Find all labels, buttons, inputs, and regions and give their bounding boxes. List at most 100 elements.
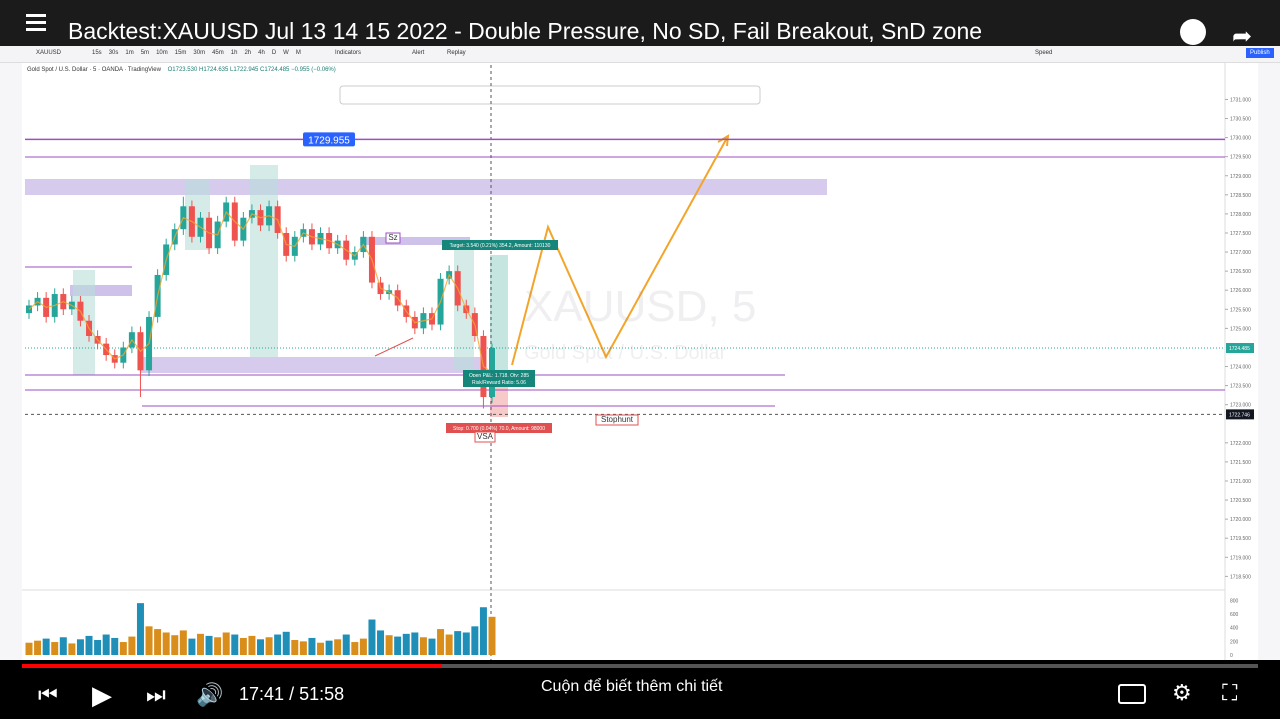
- last-price-tag: [1226, 343, 1254, 354]
- volume-bar: [454, 631, 462, 655]
- stop-label: Stop: 0.700 (0.04%) 70.0, Amount: 98000: [453, 426, 545, 432]
- last-price-label: 1724.485: [1229, 346, 1250, 352]
- supply-label-box: [385, 232, 401, 244]
- interval[interactable]: 4h: [258, 50, 265, 56]
- interval[interactable]: 15m: [174, 50, 187, 56]
- video-title[interactable]: Backtest:XAUUSD Jul 13 14 15 2022 - Doub…: [68, 18, 983, 44]
- volume-bar: [342, 634, 350, 655]
- volume-bar: [239, 637, 247, 655]
- volume-bar: [479, 607, 487, 655]
- demand-zone: [140, 357, 480, 373]
- arrow-line: [374, 337, 414, 357]
- interval[interactable]: W: [283, 50, 289, 56]
- fullscreen[interactable]: ⛶: [1222, 680, 1238, 705]
- volume-bar: [162, 632, 170, 655]
- volume-bar: [76, 639, 84, 655]
- interval[interactable]: 1m: [125, 50, 134, 56]
- playlist-icon[interactable]: [26, 14, 46, 17]
- level-label: 1729.955: [308, 135, 350, 146]
- time: 17:41 / 51:58: [239, 684, 344, 705]
- y-tick-label: 1728.500: [1230, 193, 1251, 199]
- volume[interactable]: 🔊: [196, 682, 224, 707]
- volume-bar: [34, 640, 42, 655]
- crosshair-tag: [1226, 409, 1254, 420]
- y-tick-label: 1727.000: [1230, 250, 1251, 256]
- position-box: [73, 270, 95, 375]
- y-tick-label: 1725.500: [1230, 307, 1251, 313]
- left-toolbar: [0, 62, 22, 672]
- play[interactable]: ▶: [92, 680, 112, 710]
- volume-bar: [257, 639, 264, 655]
- small-zone: [70, 285, 132, 296]
- volume-bar: [351, 642, 359, 655]
- scroll-hint[interactable]: Cuộn để biết thêm chi tiết: [541, 678, 723, 695]
- symbol[interactable]: XAUUSD: [36, 50, 62, 56]
- legend: Gold Spot / U.S. Dollar · 5 · OANDA · Tr…: [27, 67, 161, 73]
- interval[interactable]: 15s: [92, 50, 102, 56]
- captions[interactable]: [1118, 684, 1146, 704]
- volume-bar: [222, 632, 230, 655]
- volume-bar: [445, 634, 453, 655]
- watch-later[interactable]: [1180, 19, 1206, 45]
- y-tick-label: 1728.000: [1230, 212, 1251, 218]
- volume-bar: [59, 637, 67, 655]
- speed[interactable]: Speed: [1035, 50, 1053, 56]
- volume-bar: [402, 633, 410, 655]
- prev[interactable]: ⏮: [38, 682, 58, 707]
- y-tick-label: 1724.000: [1230, 365, 1251, 371]
- settings[interactable]: ⚙: [1172, 680, 1192, 705]
- drawing-toolbar[interactable]: [339, 85, 761, 105]
- volume-bar: [119, 642, 127, 655]
- interval[interactable]: 10m: [156, 50, 168, 56]
- y-tick-label: 1721.500: [1230, 460, 1251, 466]
- volume-bar: [231, 634, 239, 655]
- alert[interactable]: Alert: [412, 50, 425, 56]
- y-tick-label: 1720.500: [1230, 498, 1251, 504]
- ratio-label-box: [463, 377, 535, 387]
- volume-bar: [385, 635, 393, 655]
- interval[interactable]: 30m: [193, 50, 206, 56]
- volume-bar: [274, 634, 282, 655]
- ohlc: O1723.530 H1724.635 L1722.945 C1724.485 …: [167, 67, 336, 73]
- watermark: XAUUSD, 5: [524, 282, 757, 331]
- interval[interactable]: 1h: [230, 50, 238, 56]
- share[interactable]: ➦: [1232, 23, 1253, 50]
- y-tick-label: 1720.000: [1230, 517, 1251, 523]
- y-tick-label: 1731.000: [1230, 97, 1251, 103]
- progress-track[interactable]: [22, 664, 1258, 668]
- volume-bar: [128, 636, 136, 655]
- volume-bar: [368, 619, 376, 655]
- crosshair-label: 1722.746: [1229, 412, 1250, 418]
- volume-bar: [359, 638, 367, 655]
- interval[interactable]: 2h: [244, 50, 252, 56]
- volume-bar: [25, 642, 33, 655]
- interval[interactable]: 30s: [108, 50, 119, 56]
- volume-bar: [42, 638, 50, 655]
- interval[interactable]: M: [295, 50, 301, 56]
- y-tick-label: 1721.000: [1230, 479, 1251, 485]
- volume-bar: [334, 639, 342, 655]
- publish[interactable]: Publish: [1246, 48, 1274, 58]
- interval[interactable]: D: [271, 50, 277, 56]
- next[interactable]: ⏭: [146, 682, 166, 707]
- interval[interactable]: 5m: [140, 50, 150, 56]
- volume-tick-label: 200: [1230, 639, 1239, 645]
- volume-bar: [196, 633, 204, 655]
- indicators[interactable]: Indicators: [335, 50, 362, 56]
- target-label: Target: 3.540 (0.21%) 354.2, Amount: 110…: [450, 243, 551, 249]
- replay[interactable]: Replay: [447, 50, 466, 56]
- supply-label: Sz: [388, 233, 397, 242]
- stophunt-label: Stophunt: [601, 415, 634, 424]
- interval[interactable]: 45m: [212, 50, 224, 56]
- progress-played: [22, 664, 443, 668]
- moving-average: [28, 210, 493, 374]
- volume-bar: [299, 641, 307, 655]
- intervals: 15s 30s 1m 5m 10m 15m 30m 45m 1h 2h 4h D W M: [92, 50, 308, 56]
- y-tick-label: 1725.000: [1230, 326, 1251, 332]
- volume-bar: [394, 636, 402, 655]
- volume-bar: [308, 637, 316, 655]
- volume-bar: [51, 642, 59, 655]
- volume-bar: [488, 616, 496, 655]
